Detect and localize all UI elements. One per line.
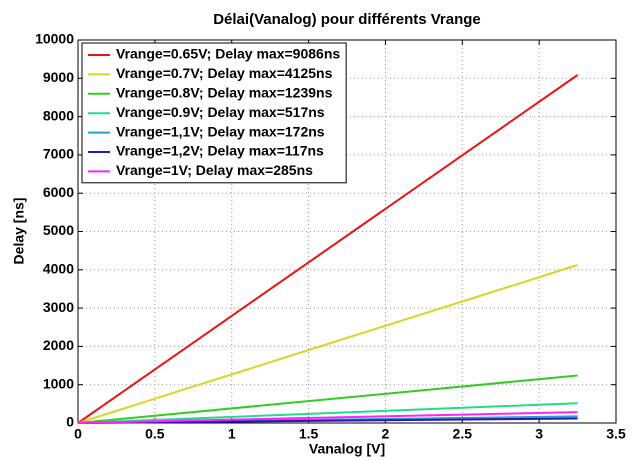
- x-tick-label: 3: [535, 426, 543, 442]
- y-tick-label: 5000: [43, 222, 74, 238]
- y-tick-label: 6000: [43, 184, 74, 200]
- x-tick-label: 3.5: [606, 426, 626, 442]
- y-tick-label: 2000: [43, 337, 74, 353]
- legend: Vrange=0.65V; Delay max=9086ns Vrange=0.7…: [81, 42, 347, 184]
- x-tick-label: 2.5: [453, 426, 473, 442]
- x-tick-label: 0: [74, 426, 82, 442]
- x-tick-label: 0.5: [145, 426, 165, 442]
- x-tick-label: 2: [382, 426, 390, 442]
- y-tick-label: 7000: [43, 146, 74, 162]
- legend-box: [81, 42, 347, 184]
- series-line: [77, 402, 578, 424]
- chart-title: Délai(Vanalog) pour différents Vrange: [213, 11, 481, 28]
- y-tick-label: 3000: [43, 299, 74, 315]
- series-line: [77, 374, 578, 424]
- legend-label: Vrange=0.65V; Delay max=9086ns: [116, 46, 340, 62]
- y-tick-label: 10000: [35, 31, 74, 47]
- y-tick-label: 1000: [43, 375, 74, 391]
- legend-label: Vrange=1,2V; Delay max=117ns: [116, 143, 324, 159]
- y-tick-label: 9000: [43, 69, 74, 85]
- y-tick-label: 8000: [43, 107, 74, 123]
- legend-label: Vrange=0.8V; Delay max=1239ns: [116, 85, 333, 101]
- x-tick-label: 1: [228, 426, 236, 442]
- series-line: [77, 417, 578, 424]
- series-line: [77, 74, 579, 424]
- series-line: [77, 264, 578, 424]
- legend-label: Vrange=0.9V; Delay max=517ns: [116, 104, 325, 120]
- x-tick-label: 1.5: [299, 426, 319, 442]
- x-axis-label: Vanalog [V]: [309, 441, 385, 457]
- y-tick-label: 0: [66, 414, 74, 430]
- y-axis-label: Delay [ns]: [11, 198, 27, 265]
- legend-label: Vrange=0.7V; Delay max=4125ns: [116, 65, 333, 81]
- legend-label: Vrange=1,1V; Delay max=172ns: [116, 123, 325, 139]
- legend-label: Vrange=1V; Delay max=285ns: [116, 162, 313, 178]
- series-line: [77, 411, 578, 424]
- plot-frame: [77, 39, 617, 424]
- y-tick-label: 4000: [43, 261, 74, 277]
